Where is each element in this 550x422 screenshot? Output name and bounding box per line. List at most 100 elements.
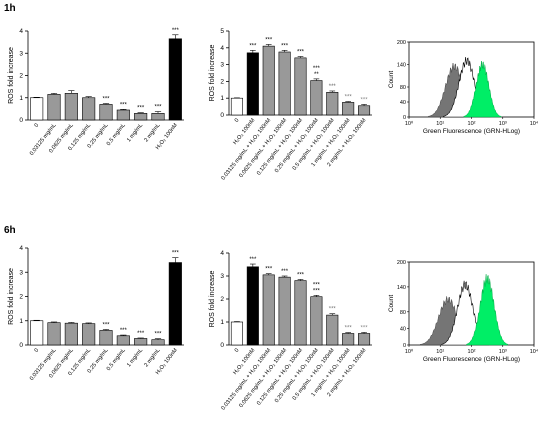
x-axis-title: Green Fluorescence (GRN-HLog) xyxy=(423,356,520,363)
y-tick-label: 3 xyxy=(19,269,23,276)
category-label: 0.5 mg/mL + H₂O₂ 100nM xyxy=(292,347,336,401)
category-label: 0.25 mg/mL xyxy=(87,348,110,375)
y-tick-label: 5 xyxy=(220,28,224,35)
category-label: 2 mg/mL + H₂O₂ 100nM xyxy=(326,347,367,398)
histogram-series-sample xyxy=(443,56,491,118)
bar xyxy=(358,105,371,116)
bar xyxy=(358,333,371,346)
category-label: 0.125 mg/mL xyxy=(67,348,92,377)
category-label: 0.5 mg/mL xyxy=(106,123,127,148)
y-tick-label: 80 xyxy=(400,310,406,316)
bar xyxy=(342,333,355,346)
y-tick-label: 0 xyxy=(19,342,23,349)
y-tick-label: 3 xyxy=(19,50,23,57)
category-label: 0.0625 mg/mL + H₂O₂ 100nM xyxy=(238,347,288,409)
significance-label: *** xyxy=(102,97,110,103)
histogram-series-h2o2 xyxy=(466,274,509,346)
bar xyxy=(82,323,96,346)
histogram-series-h2o2 xyxy=(463,60,502,118)
category-label: 0.0625 mg/mL + H₂O₂ 100nM xyxy=(238,117,288,179)
y-tick-label: 2 xyxy=(19,294,23,301)
significance-label: *** xyxy=(172,251,180,257)
category-label: 0.5 mg/mL xyxy=(106,348,127,373)
significance-label: *** xyxy=(345,326,353,332)
bar xyxy=(134,113,148,121)
bar xyxy=(294,57,307,116)
y-tick-label: 4 xyxy=(19,28,23,35)
category-label: 0 xyxy=(34,348,41,354)
bar xyxy=(116,335,130,346)
y-tick-label: 0 xyxy=(403,343,406,349)
x-tick-label: 10⁴ xyxy=(530,348,539,355)
y-tick-label: 0 xyxy=(19,117,23,124)
category-label: 0.0625 mg/mL xyxy=(48,123,75,155)
category-label: 2 mg/mL xyxy=(143,123,161,144)
significance-label: *** xyxy=(265,37,273,43)
significance-label: *** xyxy=(281,43,289,49)
category-label: 0.03125 mg/mL xyxy=(29,123,58,157)
bar xyxy=(151,339,165,346)
x-axis-title: Green Fluorescence (GRN-HLog) xyxy=(423,128,520,135)
bar xyxy=(278,51,291,116)
histogram-frame xyxy=(408,41,535,118)
bar xyxy=(246,52,259,116)
significance-label: *** xyxy=(249,257,257,263)
significance-label: *** xyxy=(313,66,321,72)
significance-label: *** xyxy=(154,332,162,338)
bar xyxy=(168,38,182,121)
bar xyxy=(116,109,130,121)
significance-label: *** xyxy=(313,288,321,294)
row-label-1h: 1h xyxy=(4,3,16,14)
category-label: 0.03125 mg/mL + H₂O₂ 100nM xyxy=(221,347,273,411)
significance-label: *** xyxy=(172,28,180,34)
x-tick-label: 10¹ xyxy=(436,121,444,127)
category-label: 0 xyxy=(234,348,241,354)
category-label: 1 mg/mL + H₂O₂ 100nM xyxy=(310,117,351,168)
bar-panel-4: 0 1 2 3 4 ROS fold increase 0 *** H₂O₂ 100nM *** 0… xyxy=(209,250,372,411)
bar xyxy=(310,80,323,116)
category-label: 0.25 mg/mL + H₂O₂ 100nM xyxy=(274,117,320,174)
bar xyxy=(99,330,113,346)
category-label: H₂O₂ 100nM xyxy=(232,347,256,376)
bar xyxy=(326,314,339,346)
y-tick-label: 1 xyxy=(19,95,23,102)
y-tick-label: 0 xyxy=(220,342,224,349)
y-tick-label: 140 xyxy=(397,285,406,291)
bar xyxy=(64,322,78,346)
significance-label: *** xyxy=(120,328,128,334)
y-tick-label: 2 xyxy=(19,73,23,80)
significance-label: *** xyxy=(329,84,337,90)
significance-label: *** xyxy=(154,105,162,111)
significance-label: *** xyxy=(297,50,305,56)
x-tick-label: 10⁴ xyxy=(530,120,539,127)
bar xyxy=(168,262,182,346)
y-tick-label: 0 xyxy=(403,115,406,121)
y-tick-label: 2 xyxy=(220,78,224,85)
significance-label: *** xyxy=(120,102,128,108)
y-tick-label: 80 xyxy=(400,85,406,91)
bar xyxy=(262,45,275,116)
y-tick-label: 140 xyxy=(397,63,406,69)
bar xyxy=(82,97,96,121)
category-label: 0.5 mg/mL + H₂O₂ 100nM xyxy=(292,117,336,171)
category-label: 2 mg/mL + H₂O₂ 100nM xyxy=(326,117,367,168)
category-label: 0.25 mg/mL + H₂O₂ 100nM xyxy=(274,347,320,404)
bar xyxy=(64,93,78,121)
bar xyxy=(246,266,259,346)
bar xyxy=(230,97,243,116)
bar xyxy=(47,94,61,121)
significance-label: *** xyxy=(329,307,337,313)
category-label: 0 xyxy=(234,118,241,124)
bar xyxy=(278,276,291,346)
y-tick-label: 200 xyxy=(397,260,406,266)
bar xyxy=(151,113,165,121)
category-label: 0.125 mg/mL xyxy=(67,123,92,152)
category-label: H₂O₂ 100nM xyxy=(155,347,179,376)
x-tick-label: 10⁰ xyxy=(405,348,414,355)
y-tick-label: 4 xyxy=(19,245,23,252)
y-tick-label: 1 xyxy=(220,319,224,326)
category-label: 1 mg/mL + H₂O₂ 100nM xyxy=(310,347,351,398)
y-axis-title: ROS fold increase xyxy=(8,268,15,325)
y-tick-label: 3 xyxy=(220,62,224,69)
